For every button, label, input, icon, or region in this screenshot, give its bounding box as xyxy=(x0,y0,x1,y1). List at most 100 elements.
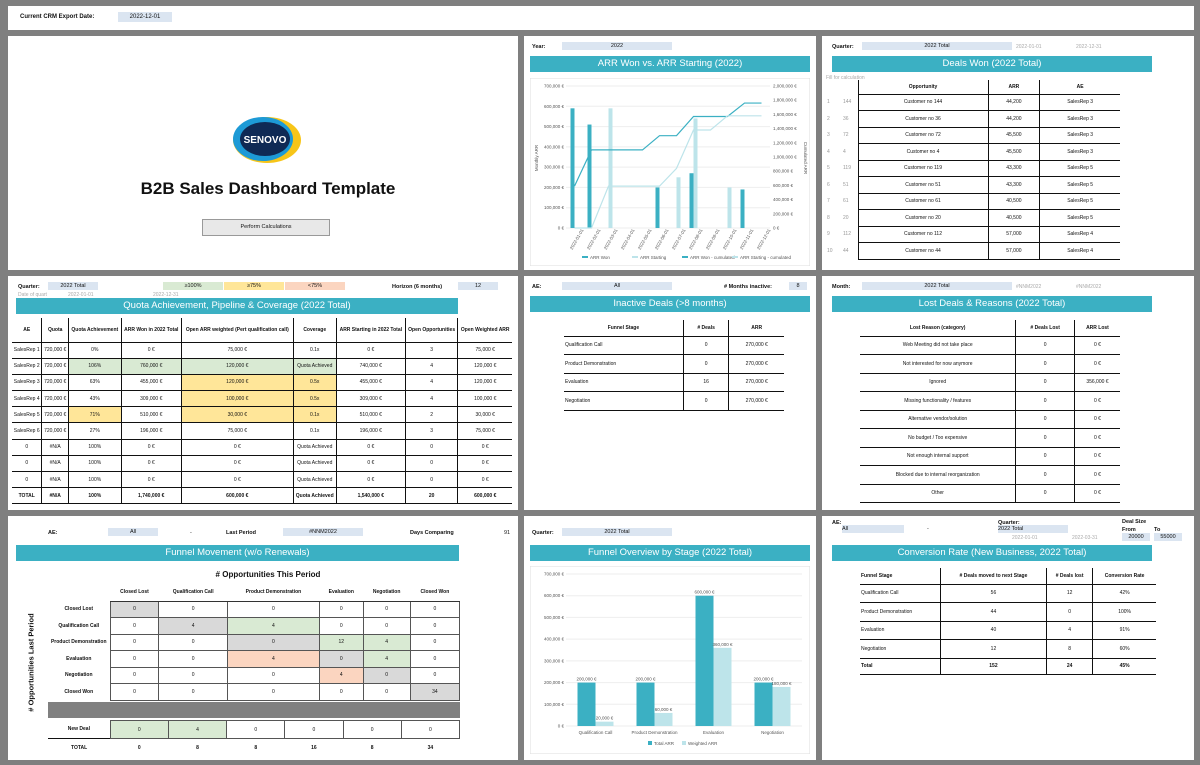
month-field[interactable]: 2022 Total xyxy=(862,282,1012,290)
table-cell: 60% xyxy=(1092,639,1156,659)
quota-panel: Quarter: 2022 Total Date of quart 2022-0… xyxy=(8,276,518,510)
table-cell: 0 xyxy=(158,650,228,668)
col-header: Open Weighted ARR xyxy=(457,318,512,343)
table-cell: 0 xyxy=(1046,602,1093,622)
total-cell: 34 xyxy=(401,738,460,757)
table-cell: Qualification Call xyxy=(564,336,684,355)
end-date: 2022-12-31 xyxy=(1076,44,1102,50)
table-cell: 100% xyxy=(1092,602,1156,622)
y-tick-label: 200,000 € xyxy=(544,185,565,190)
quota-quarter-field[interactable]: 2022 Total xyxy=(48,282,98,290)
table-row: Negotiation 12 8 60% xyxy=(860,639,1156,659)
y-tick-label: 600,000 € xyxy=(544,593,565,598)
table-cell: 75,000 € xyxy=(457,342,512,359)
from-field[interactable]: 20000 xyxy=(1122,533,1150,541)
total-cell: Quota Achieved xyxy=(292,487,337,505)
table-cell: New Deal xyxy=(67,726,90,733)
quarter-field[interactable]: 2022 Total xyxy=(862,42,1012,50)
table-cell: 100% xyxy=(68,471,122,489)
table-cell: 30,000 € xyxy=(457,406,512,424)
row-index: 4 xyxy=(827,148,830,155)
table-cell: 0 € xyxy=(335,455,406,473)
x-tick-label: Evaluation xyxy=(703,730,725,735)
inactive-ae-field[interactable]: All xyxy=(562,282,672,290)
total-cell: 152 xyxy=(939,657,1047,675)
table-cell: 4 xyxy=(1046,621,1093,640)
threshold-mid: ≥75% xyxy=(224,282,284,290)
col-header: ARR xyxy=(987,80,1040,95)
year-field[interactable]: 2022 xyxy=(562,42,672,50)
table-cell: 100% xyxy=(68,455,122,473)
col-header: Closed Lost xyxy=(110,583,159,602)
table-cell: 0 xyxy=(158,600,228,618)
export-date-value[interactable]: 2022-12-01 xyxy=(118,12,172,22)
bar-total-arr xyxy=(754,682,773,726)
table-cell: 270,000 € xyxy=(728,354,784,374)
chart-frame xyxy=(530,78,810,266)
table-cell: 45,500 xyxy=(987,127,1040,144)
y2-tick-label: 1,400,000 € xyxy=(773,126,797,131)
table-cell: 0 € xyxy=(1073,391,1120,411)
table-cell: 4 xyxy=(158,617,228,635)
table-row: SalesRep 5 720,000 €71% 510,000 €30,000 €0… xyxy=(12,406,512,424)
last-period-field[interactable]: #NNM2022 xyxy=(283,528,363,536)
new-deal-row: New Deal 0 4 0 0 0 0 xyxy=(48,720,461,739)
table-cell: 106% xyxy=(68,358,122,375)
y-tick-label: 400,000 € xyxy=(544,144,565,149)
table-cell: 4 xyxy=(362,633,411,651)
table-cell: 720,000 € xyxy=(41,374,69,392)
table-cell: 0 xyxy=(318,683,364,701)
table-cell: 455,000 € xyxy=(335,374,406,392)
table-cell: 0 € xyxy=(1073,465,1120,485)
table-cell: 0 xyxy=(109,633,160,651)
table-row: Negotiation 0 0 0 4 0 0 xyxy=(48,666,461,684)
table-cell: Customer no 4 xyxy=(857,143,988,161)
table-cell: 43% xyxy=(68,390,122,408)
legend-label: ARR Starting - cumulated xyxy=(740,255,792,260)
table-cell: SalesRep 4 xyxy=(12,390,42,408)
col-header: Quota xyxy=(41,318,69,343)
funnel-movement-panel: AE: All - Last Period #NNM2022 Days Comp… xyxy=(8,516,518,760)
threshold-low: <75% xyxy=(285,282,345,290)
months-label: # Months inactive: xyxy=(724,284,772,290)
to-field[interactable]: 55000 xyxy=(1154,533,1182,541)
table-cell: 120,000 € xyxy=(457,374,512,392)
fm-ae-field[interactable]: All xyxy=(108,528,158,536)
date-note: Date of quart xyxy=(18,292,47,298)
lost-deals-table: Lost Reason (category) # Deals Lost ARR Lo… xyxy=(860,320,1120,503)
table-row: Product Demonstration 44 0 100% xyxy=(860,602,1156,622)
cv-ae-field[interactable]: All xyxy=(842,525,904,533)
table-row: 1 144 Customer no 144 44,200 SalesRep 3 xyxy=(826,94,1120,111)
fo-quarter-field[interactable]: 2022 Total xyxy=(562,528,672,536)
horizon-field[interactable]: 12 xyxy=(458,282,498,290)
bar-arr-starting xyxy=(693,118,698,228)
logo-icon: SENOVO xyxy=(233,117,301,163)
y-tick-label: 100,000 € xyxy=(544,702,565,707)
quarter-label: Quarter: xyxy=(832,44,854,50)
total-cell: 20 xyxy=(404,487,458,505)
gray-separator xyxy=(48,702,460,718)
table-cell: 0 xyxy=(109,617,160,635)
y-tick-label: 100,000 € xyxy=(544,205,565,210)
header-row: Funnel Stage # Deals ARR xyxy=(564,320,784,337)
col-header: Opportunity xyxy=(857,80,988,95)
table-cell: 100,000 € xyxy=(457,390,512,408)
months-field[interactable]: 8 xyxy=(789,282,807,290)
table-cell: 0 xyxy=(284,720,344,739)
table-cell: Negotiation xyxy=(564,391,684,411)
fm-side-label: # Opportunities Last Period xyxy=(26,613,36,712)
table-cell: Quota Achieved xyxy=(292,439,337,456)
row-header: Negotiation xyxy=(65,672,93,679)
cv-quarter-field[interactable]: 2022 Total xyxy=(998,525,1068,533)
table-cell: 42% xyxy=(1092,584,1156,603)
table-row: 2 36 Customer no 36 44,200 SalesRep 3 xyxy=(826,110,1120,128)
y2-tick-label: 1,600,000 € xyxy=(773,112,797,117)
fm-ae-label: AE: xyxy=(48,530,58,536)
perform-calculations-button[interactable]: Perform Calculations xyxy=(202,219,330,236)
table-cell: 0 xyxy=(1015,391,1075,411)
table-cell: 0.1x xyxy=(292,422,337,440)
data-label: 20,000 € xyxy=(596,716,614,721)
table-cell: 12 xyxy=(318,633,364,651)
funnel-movement-total-table: New Deal 0 4 0 0 0 0 TOTAL 0 8 8 16 8 34 xyxy=(48,720,461,757)
table-cell: 43,300 xyxy=(987,176,1040,194)
